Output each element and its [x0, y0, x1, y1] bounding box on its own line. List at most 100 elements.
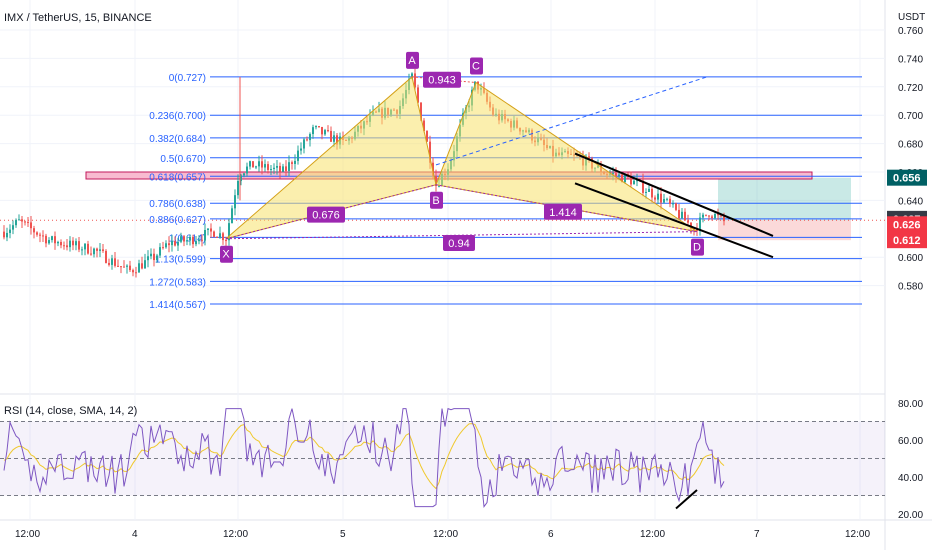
candle-body	[417, 87, 419, 103]
candle-body	[699, 217, 701, 231]
candle-body	[54, 236, 56, 244]
candle-body	[105, 250, 107, 263]
channel-lower-line	[574, 182, 774, 259]
pattern-ratio-label: 0.94	[448, 238, 469, 250]
candle-body	[117, 265, 119, 267]
candle-body	[684, 211, 686, 221]
candle-body	[129, 265, 131, 271]
pattern-point-label: X	[222, 249, 230, 261]
candle-body	[252, 161, 254, 168]
candle-body	[672, 203, 674, 205]
candle-body	[330, 130, 332, 142]
candle-body	[666, 198, 668, 200]
price-tick-label: 0.720	[898, 83, 923, 94]
candle-body	[411, 73, 413, 79]
time-axis[interactable]: 12:00 4 12:00 5 12:00 6 12:00 7 12:00	[15, 529, 870, 540]
candle-body	[213, 231, 215, 237]
candle-body	[660, 193, 662, 203]
price-badge-label: 0.656	[893, 173, 921, 185]
pattern-point-label: A	[408, 55, 416, 67]
candle-body	[138, 263, 140, 273]
candle-body	[15, 220, 17, 226]
candle-body	[171, 241, 173, 246]
candle-body	[237, 180, 239, 196]
candle-body	[63, 245, 65, 247]
candle-body	[153, 253, 155, 261]
channel-lines[interactable]	[574, 152, 774, 259]
candle-body	[642, 180, 644, 193]
candle-body	[279, 165, 281, 172]
candle-body	[207, 228, 209, 230]
candle-body	[414, 73, 416, 88]
candle-body	[33, 228, 35, 233]
candle-body	[24, 221, 26, 223]
candle-body	[264, 164, 266, 168]
candle-body	[711, 216, 713, 219]
candle-body	[69, 240, 71, 248]
price-axis[interactable]: 0.7600.7400.7200.7000.6800.6600.6400.600…	[887, 26, 927, 293]
candle-body	[315, 126, 317, 128]
fib-level-label: 0.236(0.700)	[149, 111, 206, 122]
candle-body	[75, 241, 77, 246]
candle-body	[300, 148, 302, 151]
candle-body	[681, 211, 683, 219]
price-tick-label: 0.680	[898, 140, 923, 151]
rsi-title: RSI (14, close, SMA, 14, 2)	[4, 405, 137, 417]
candle-body	[120, 266, 122, 268]
candle-body	[297, 150, 299, 161]
time-tick-label: 4	[132, 529, 138, 540]
channel-upper-line	[574, 152, 774, 237]
candle-body	[42, 235, 44, 237]
candle-body	[66, 245, 68, 248]
candle-body	[633, 180, 635, 185]
price-badge	[887, 232, 927, 249]
candle-body	[423, 120, 425, 132]
candle-body	[30, 222, 32, 229]
candle-body	[201, 239, 203, 241]
candle-body	[588, 156, 590, 159]
candle-body	[258, 161, 260, 167]
candle-body	[285, 166, 287, 171]
candle-body	[645, 191, 647, 193]
price-tick-label: 0.580	[898, 282, 923, 293]
price-badge-label: 0.612	[893, 235, 921, 247]
candle-body	[87, 243, 89, 254]
candle-body	[180, 236, 182, 242]
candle-body	[36, 232, 38, 235]
candle-body	[705, 214, 707, 216]
candle-body	[675, 203, 677, 210]
time-tick-label: 12:00	[433, 529, 458, 540]
harmonic-pattern[interactable]: X A B C D 0.943 0.676 1.414 0.94	[220, 51, 708, 263]
candle-body	[189, 236, 191, 241]
pattern-line-xd	[225, 231, 698, 240]
pattern-point-badge	[430, 191, 443, 209]
price-badge	[887, 169, 927, 186]
fib-level-label: 1.272(0.583)	[149, 277, 206, 288]
candle-body	[429, 141, 431, 163]
time-tick-label: 12:00	[640, 529, 665, 540]
time-tick-label: 12:00	[15, 529, 40, 540]
candle-body	[303, 139, 305, 149]
candle-body	[156, 255, 158, 261]
candle-body	[216, 236, 218, 238]
fib-level-label: 1.414(0.567)	[149, 300, 206, 311]
candle-body	[717, 213, 719, 216]
candle-body	[159, 247, 161, 256]
candle-body	[141, 263, 143, 269]
candle-body	[276, 165, 278, 168]
pattern-ratio-label: 1.414	[549, 207, 577, 219]
candle-body	[228, 223, 230, 241]
pattern-point-badge	[220, 245, 233, 263]
candle-body	[45, 235, 47, 244]
candle-body	[435, 176, 437, 186]
candle-body	[234, 195, 236, 209]
candle-body	[663, 199, 665, 203]
price-tick-label: 0.700	[898, 111, 923, 122]
time-tick-label: 12:00	[223, 529, 248, 540]
candle-body	[81, 249, 83, 251]
candle-body	[27, 221, 29, 223]
candle-body	[39, 234, 41, 236]
candle-body	[174, 241, 176, 246]
candle-body	[426, 131, 428, 142]
